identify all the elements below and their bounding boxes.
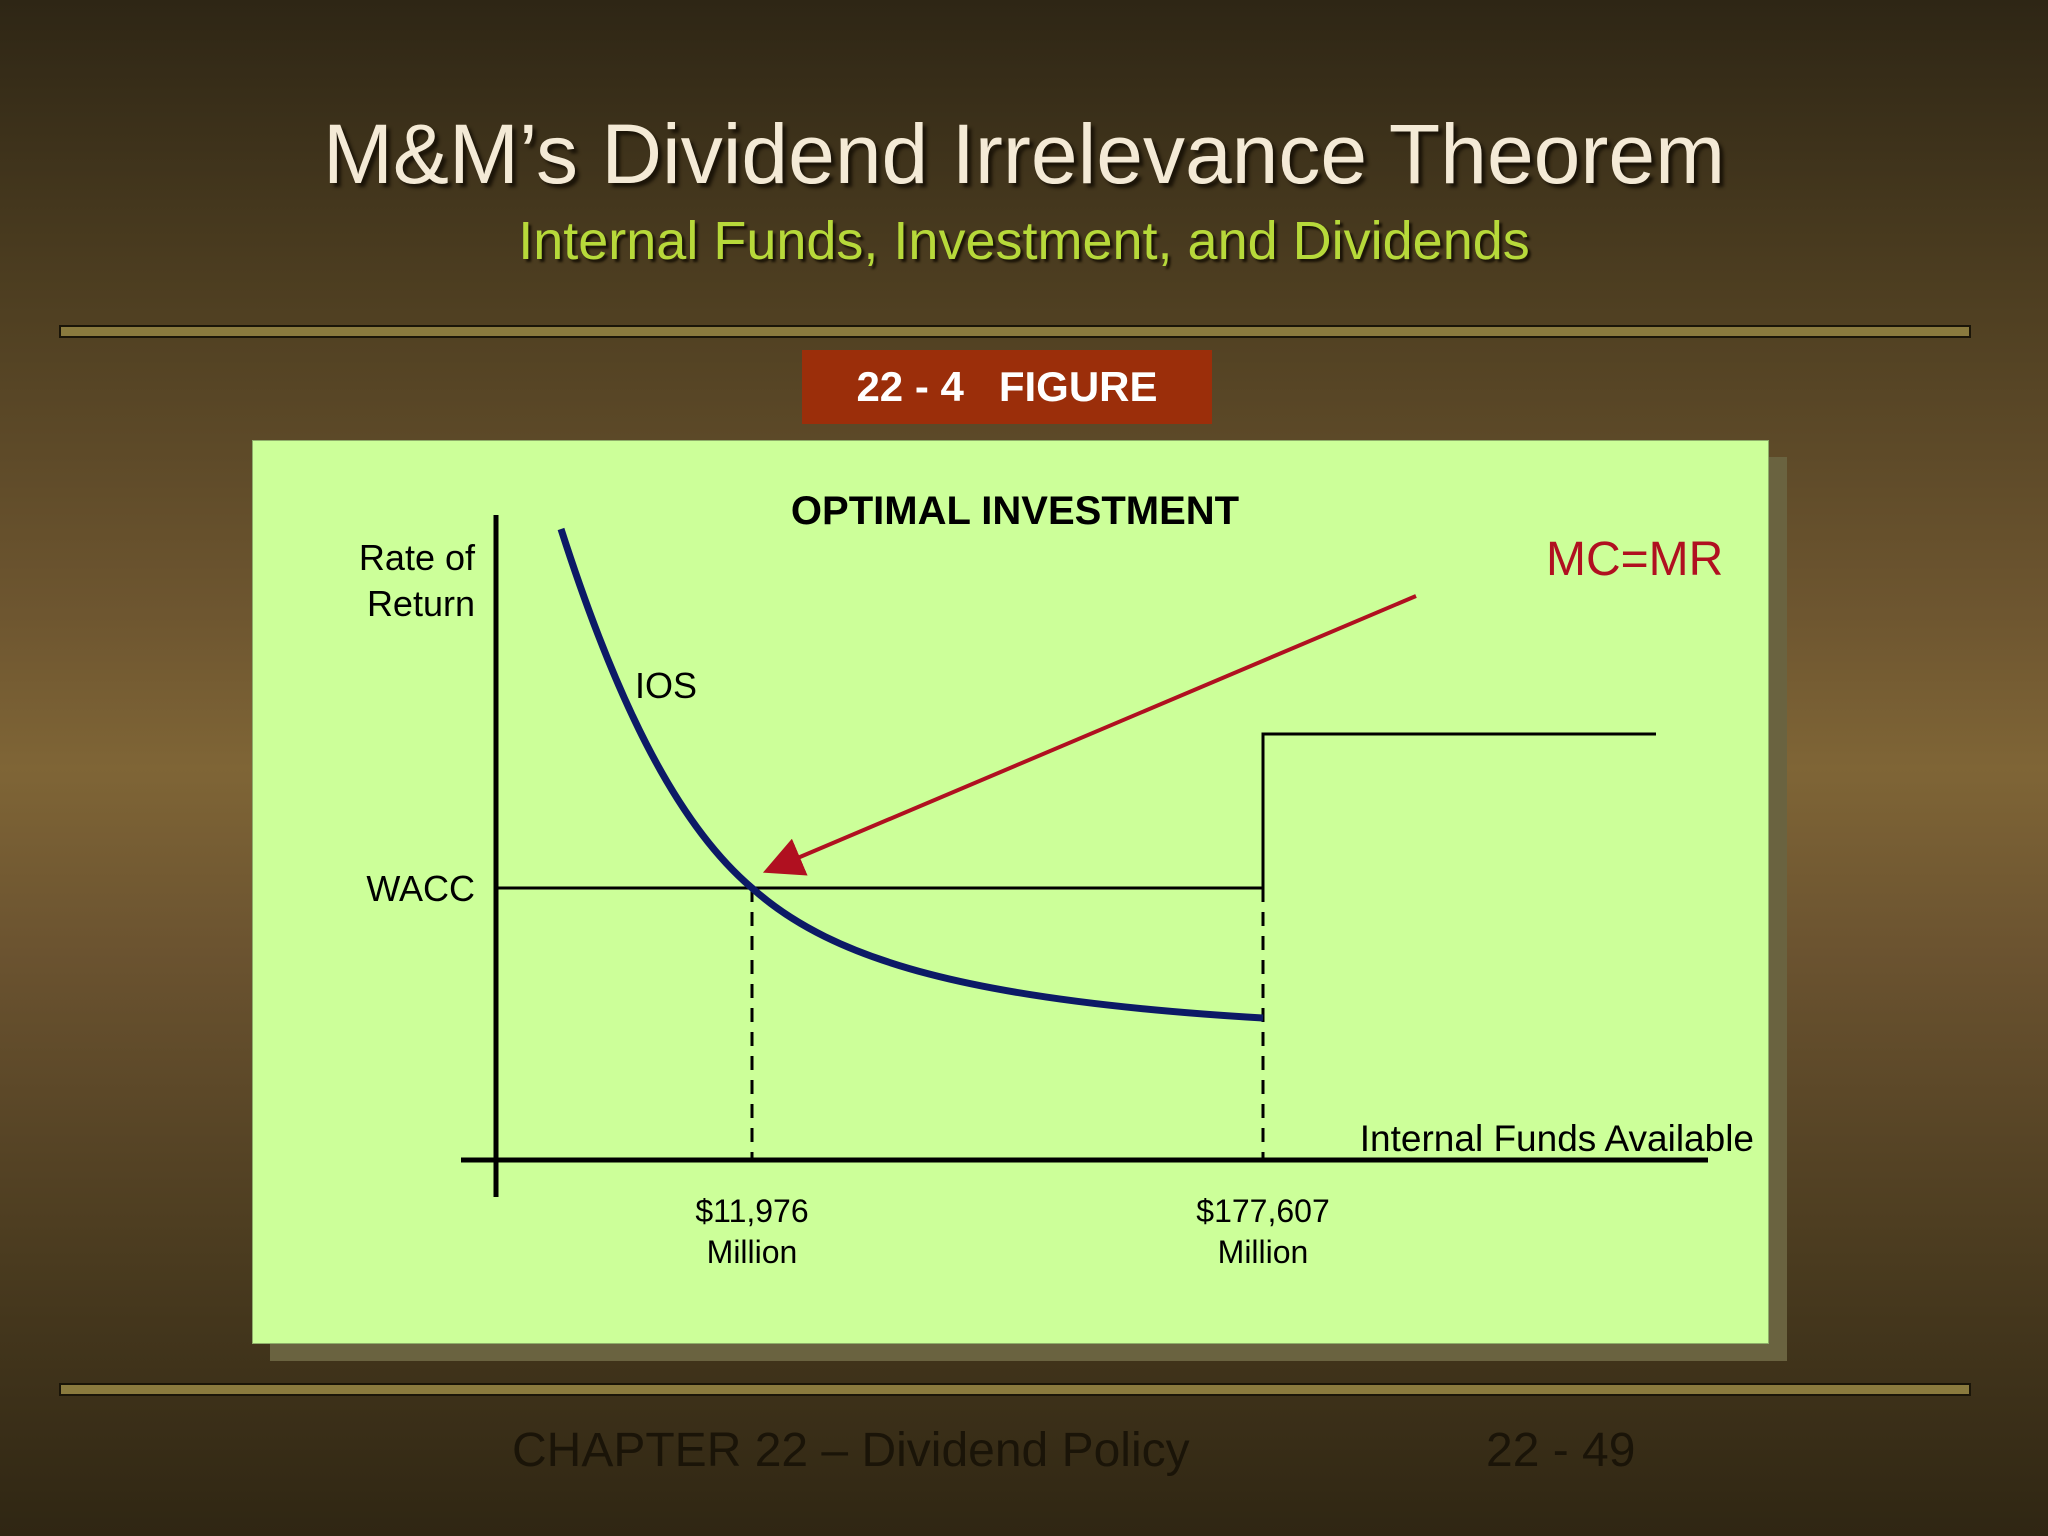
y-axis-label-line2: Return [367,583,475,624]
bottom-divider [59,1383,1971,1396]
chart-panel: OPTIMAL INVESTMENT Rate of Return WACC I… [252,440,1769,1344]
x-tick-11976-line1: $11,976 [695,1193,808,1229]
y-axis-label-line1: Rate of [359,537,476,578]
chart-title: OPTIMAL INVESTMENT [791,489,1239,533]
top-divider [59,325,1971,338]
figure-tag: 22 - 4 FIGURE [802,350,1212,424]
slide-title: M&M’s Dividend Irrelevance Theorem [322,107,1726,201]
slide-subtitle: Internal Funds, Investment, and Dividend… [518,211,1530,271]
ios-label: IOS [635,665,697,706]
x-tick-11976-line2: Million [707,1234,798,1270]
footer-chapter: CHAPTER 22 – Dividend Policy [512,1424,1190,1477]
x-tick-177607-line2: Million [1218,1234,1309,1270]
mcc-step-line [1261,732,1656,888]
mc-mr-label: MC=MR [1546,533,1723,586]
chart-svg: OPTIMAL INVESTMENT Rate of Return WACC I… [359,489,1754,1270]
footer-page-number: 22 - 49 [1486,1424,1636,1477]
wacc-label: WACC [366,868,475,909]
ios-curve [557,527,1264,1022]
x-axis-label: Internal Funds Available [1360,1118,1754,1159]
mc-mr-arrow [762,594,1417,876]
x-tick-177607-line1: $177,607 [1196,1193,1329,1229]
